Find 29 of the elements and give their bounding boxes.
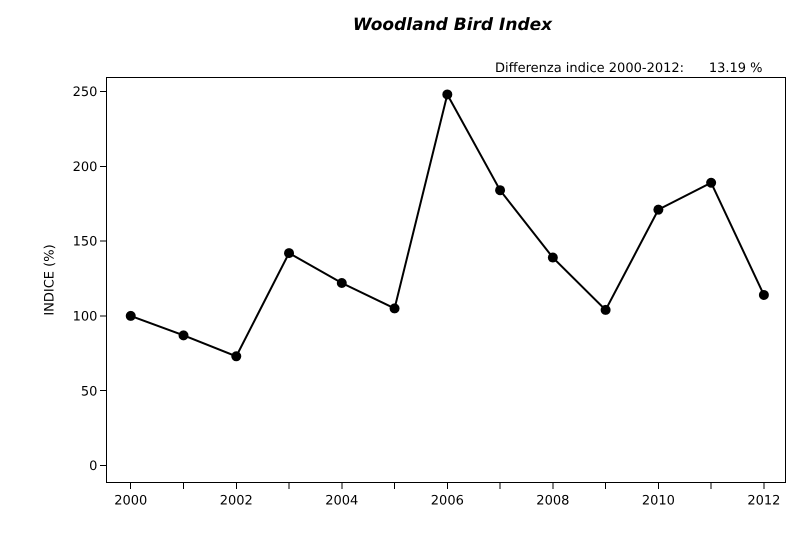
point [178, 330, 189, 340]
chart-title: Woodland Bird Index [352, 15, 554, 36]
y-tick-label: 50 [80, 384, 98, 400]
y-axis-title: INDICE (%) [42, 244, 58, 316]
point [653, 204, 664, 215]
x-tick-label: 2000 [114, 494, 148, 509]
y-tick-label: 150 [72, 234, 98, 250]
x-tick-label: 2002 [220, 494, 253, 509]
point [284, 248, 294, 258]
point [758, 290, 769, 300]
point [390, 303, 400, 314]
x-tick-label: 2006 [430, 494, 464, 509]
x-tick-label: 2008 [536, 494, 570, 509]
y-tick-label: 100 [72, 309, 98, 324]
x-tick-label: 2004 [325, 494, 358, 509]
x-tick-label: 2010 [642, 494, 675, 509]
y-tick-label: 250 [72, 85, 98, 100]
point [495, 185, 506, 196]
point [442, 89, 452, 100]
point [706, 178, 716, 188]
y-tick-label: 200 [72, 160, 98, 175]
y-tick-label: 0 [89, 459, 98, 474]
point [336, 278, 347, 288]
point [600, 304, 611, 315]
point [126, 310, 136, 321]
point [231, 351, 242, 362]
x-tick-label: 2012 [747, 494, 780, 509]
chart-subtitle: Differenza indice 2000-2012: 13.19 % [495, 61, 763, 76]
point [548, 252, 558, 263]
